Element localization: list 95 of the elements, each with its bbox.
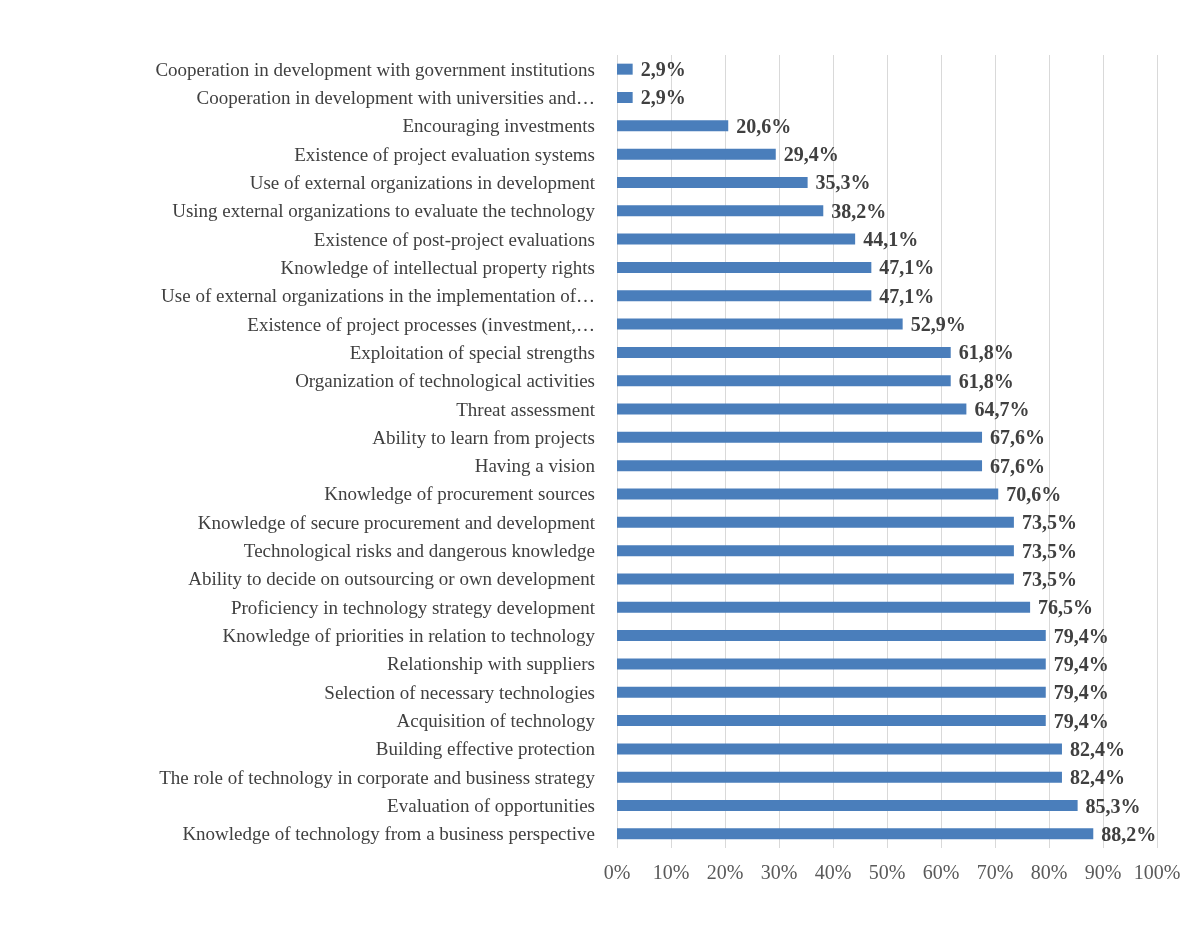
y-tick-label: Knowledge of intellectual property rights — [280, 256, 595, 278]
bar — [617, 488, 999, 500]
data-label: 82,4% — [1069, 737, 1125, 760]
y-tick-label: Using external organizations to evaluate the technology — [172, 200, 596, 222]
bar — [617, 148, 776, 160]
data-label: 79,4% — [1053, 652, 1109, 675]
y-tick-label: Organization of technological activities — [295, 370, 595, 392]
bar — [617, 516, 1014, 528]
x-tick-label: 70% — [976, 861, 1014, 883]
x-tick-label: 60% — [922, 861, 960, 883]
bar — [617, 686, 1046, 698]
bar — [617, 233, 856, 245]
data-label: 29,4% — [783, 143, 839, 166]
bar — [617, 176, 808, 188]
y-tick-label: Technological risks and dangerous knowledge — [243, 540, 595, 562]
y-tick-label: Knowledge of secure procurement and development — [197, 511, 596, 533]
y-tick-label: Knowledge of procurement sources — [324, 483, 595, 505]
data-label: 47,1% — [879, 284, 935, 307]
bar — [617, 431, 983, 443]
bar — [617, 828, 1094, 840]
bar — [617, 601, 1031, 613]
x-tick-label: 30% — [760, 861, 798, 883]
data-label: 38,2% — [831, 199, 887, 222]
data-label: 61,8% — [958, 341, 1014, 364]
bar — [617, 800, 1078, 812]
bar — [617, 545, 1014, 557]
data-label: 79,4% — [1053, 709, 1109, 732]
x-tick-label: 20% — [706, 861, 744, 883]
data-label: 85,3% — [1085, 794, 1141, 817]
bar — [617, 743, 1062, 755]
y-tick-label: Having a vision — [474, 455, 596, 477]
y-tick-label: Threat assessment — [456, 398, 596, 420]
y-tick-label: Existence of project evaluation systems — [294, 143, 595, 165]
data-label: 79,4% — [1053, 681, 1109, 704]
x-tick-label: 80% — [1030, 861, 1068, 883]
y-tick-label: Knowledge of priorities in relation to technology — [222, 625, 596, 647]
y-tick-label: Evaluation of opportunities — [387, 795, 595, 817]
data-label: 73,5% — [1021, 511, 1077, 534]
y-tick-label: Proficiency in technology strategy development — [230, 596, 596, 618]
y-tick-label: Existence of project processes (investment,… — [247, 313, 595, 336]
y-tick-label: Use of external organizations in development — [249, 171, 596, 193]
x-tick-label: 0% — [603, 861, 631, 883]
x-tick-label: 10% — [652, 861, 690, 883]
bar — [617, 375, 951, 387]
data-label: 2,9% — [640, 86, 686, 109]
y-tick-label: Relationship with suppliers — [387, 653, 595, 675]
bar — [617, 658, 1046, 670]
x-tick-label: 100% — [1133, 861, 1181, 883]
bar — [617, 715, 1046, 727]
data-label: 20,6% — [736, 114, 792, 137]
y-tick-label: Existence of post-project evaluations — [313, 228, 595, 250]
data-label: 35,3% — [815, 171, 871, 194]
bar — [617, 771, 1062, 783]
y-tick-label: Selection of necessary technologies — [324, 681, 595, 703]
bar — [617, 630, 1046, 642]
bar — [617, 63, 633, 75]
data-label: 47,1% — [879, 256, 935, 279]
bar — [617, 91, 633, 103]
y-tick-label: Encouraging investments — [402, 115, 595, 137]
y-tick-label: Cooperation in development with universities and… — [196, 86, 595, 108]
y-tick-label: Cooperation in development with government institutions — [155, 58, 595, 80]
bar — [617, 261, 872, 273]
data-label: 2,9% — [640, 58, 686, 81]
x-tick-label: 90% — [1084, 861, 1122, 883]
bar — [617, 120, 729, 132]
bar — [617, 403, 967, 415]
data-label: 67,6% — [990, 454, 1046, 477]
bar — [617, 460, 983, 472]
x-tick-label: 50% — [868, 861, 906, 883]
y-tick-label: Knowledge of technology from a business perspective — [182, 823, 595, 845]
y-tick-label: The role of technology in corporate and business strategy — [159, 766, 596, 788]
y-tick-label: Ability to learn from projects — [372, 426, 595, 448]
y-tick-label: Use of external organizations in the implementation of… — [161, 285, 595, 307]
y-tick-label: Ability to decide on outsourcing or own development — [188, 568, 596, 590]
bar — [617, 346, 951, 358]
bar — [617, 573, 1014, 585]
data-label: 79,4% — [1053, 624, 1109, 647]
data-label: 52,9% — [910, 313, 966, 336]
data-label: 73,5% — [1021, 567, 1077, 590]
data-label: 88,2% — [1101, 822, 1157, 845]
y-tick-label: Acquisition of technology — [396, 710, 596, 732]
bar — [617, 290, 872, 302]
data-label: 67,6% — [990, 426, 1046, 449]
data-label: 61,8% — [958, 369, 1014, 392]
bar — [617, 205, 824, 217]
data-label: 64,7% — [974, 398, 1030, 421]
data-label: 76,5% — [1038, 596, 1094, 619]
y-tick-label: Exploitation of special strengths — [349, 341, 595, 363]
y-tick-label: Building effective protection — [375, 738, 596, 760]
data-label: 82,4% — [1069, 766, 1125, 789]
data-label: 70,6% — [1006, 482, 1062, 505]
x-tick-label: 40% — [814, 861, 852, 883]
data-label: 73,5% — [1021, 539, 1077, 562]
bar — [617, 318, 903, 330]
data-label: 44,1% — [863, 228, 919, 251]
